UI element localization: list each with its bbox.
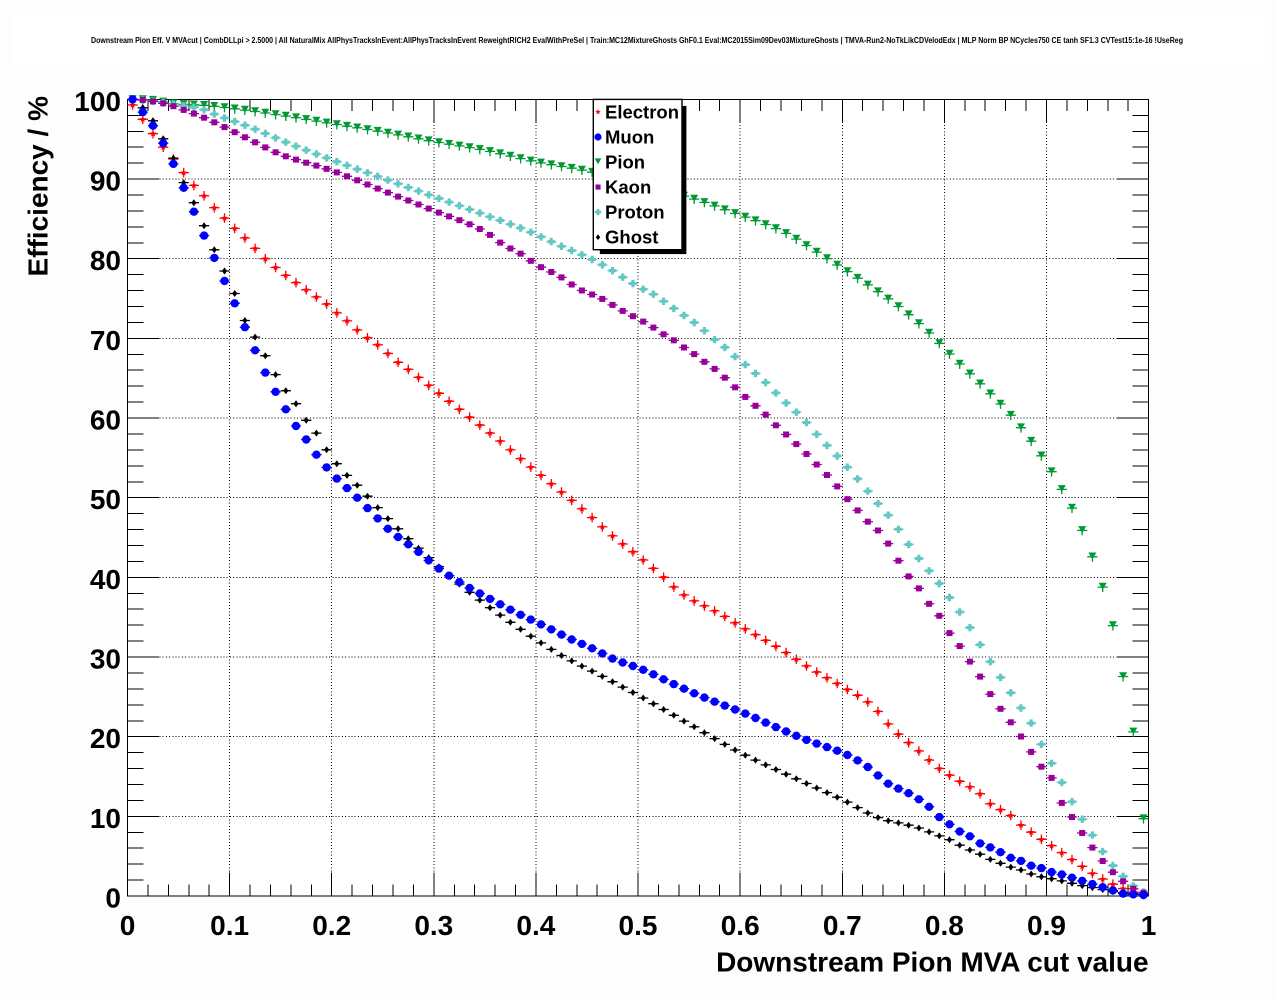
svg-text:100: 100 [74,86,121,117]
svg-text:1: 1 [1141,910,1157,941]
svg-text:Efficiency / %: Efficiency / % [23,96,54,277]
svg-text:Electron: Electron [605,101,679,122]
svg-text:70: 70 [90,325,121,356]
svg-text:0.2: 0.2 [312,910,351,941]
svg-text:Downstream Pion MVA cut value: Downstream Pion MVA cut value [716,947,1149,978]
svg-text:Muon: Muon [605,127,654,148]
svg-text:10: 10 [90,803,121,834]
svg-text:0.8: 0.8 [925,910,964,941]
svg-text:0.1: 0.1 [210,910,249,941]
svg-text:0.5: 0.5 [619,910,658,941]
svg-text:20: 20 [90,723,121,754]
svg-text:0.6: 0.6 [721,910,760,941]
svg-text:0.9: 0.9 [1027,910,1066,941]
svg-text:90: 90 [90,166,121,197]
svg-text:50: 50 [90,484,121,515]
svg-text:0: 0 [105,883,121,914]
svg-text:40: 40 [90,564,121,595]
svg-text:0.7: 0.7 [823,910,862,941]
svg-text:Kaon: Kaon [605,177,651,198]
svg-text:60: 60 [90,405,121,436]
svg-text:80: 80 [90,245,121,276]
svg-text:Downstream Pion Eff. V MVAcut: Downstream Pion Eff. V MVAcut | CombDLLp… [91,35,1183,45]
svg-text:Proton: Proton [605,202,665,223]
svg-text:0.3: 0.3 [414,910,453,941]
svg-text:0.4: 0.4 [516,910,555,941]
svg-text:Pion: Pion [605,152,645,173]
svg-text:0: 0 [120,910,136,941]
svg-text:30: 30 [90,644,121,675]
svg-text:Ghost: Ghost [605,227,658,248]
